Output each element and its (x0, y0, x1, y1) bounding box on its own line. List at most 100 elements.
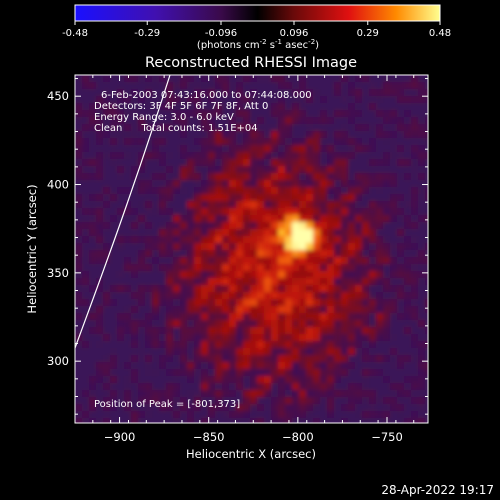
heatmap-cell (299, 369, 307, 377)
heatmap-cell (236, 341, 244, 349)
heatmap-cell (285, 117, 293, 125)
heatmap-cell (236, 124, 244, 132)
heatmap-cell (152, 411, 160, 419)
heatmap-cell (320, 313, 328, 321)
heatmap-cell (236, 257, 244, 265)
heatmap-cell (194, 208, 202, 216)
heatmap-cell (271, 257, 279, 265)
heatmap-cell (285, 145, 293, 153)
heatmap-cell (138, 173, 146, 181)
heatmap-cell (124, 124, 132, 132)
heatmap-cell (89, 138, 97, 146)
heatmap-cell (173, 257, 181, 265)
heatmap-cell (250, 327, 258, 335)
heatmap-cell (418, 320, 426, 328)
heatmap-cell (355, 327, 363, 335)
heatmap-cell (355, 348, 363, 356)
heatmap-cell (103, 376, 111, 384)
heatmap-cell (320, 334, 328, 342)
heatmap-cell (299, 320, 307, 328)
heatmap-cell (306, 334, 314, 342)
heatmap-cell (152, 404, 160, 412)
heatmap-cell (264, 348, 272, 356)
heatmap-cell (376, 348, 384, 356)
heatmap-cell (425, 187, 428, 195)
heatmap-cell (369, 222, 377, 230)
heatmap-cell (124, 334, 132, 342)
heatmap-cell (180, 166, 188, 174)
heatmap-cell (215, 327, 223, 335)
heatmap-cell (292, 215, 300, 223)
heatmap-cell (250, 418, 258, 423)
heatmap-cell (166, 187, 174, 195)
heatmap-cell (404, 145, 412, 153)
heatmap-cell (362, 180, 370, 188)
heatmap-cell (250, 96, 258, 104)
heatmap-cell (229, 348, 237, 356)
heatmap-cell (159, 243, 167, 251)
heatmap-cell (271, 306, 279, 314)
heatmap-cell (397, 180, 405, 188)
heatmap-cell (201, 285, 209, 293)
heatmap-cell (320, 369, 328, 377)
heatmap-cell (397, 75, 405, 83)
heatmap-cell (397, 145, 405, 153)
heatmap-cell (425, 369, 428, 377)
heatmap-cell (194, 89, 202, 97)
heatmap-cell (103, 180, 111, 188)
heatmap-cell (215, 257, 223, 265)
heatmap-cell (173, 341, 181, 349)
heatmap-cell (194, 348, 202, 356)
heatmap-cell (271, 215, 279, 223)
heatmap-cell (222, 89, 230, 97)
heatmap-cell (166, 292, 174, 300)
heatmap-cell (285, 215, 293, 223)
heatmap-cell (306, 229, 314, 237)
heatmap-cell (138, 82, 146, 90)
heatmap-cell (404, 369, 412, 377)
heatmap-cell (229, 229, 237, 237)
heatmap-cell (271, 145, 279, 153)
heatmap-cell (383, 369, 391, 377)
heatmap-cell (320, 355, 328, 363)
heatmap-cell (348, 166, 356, 174)
heatmap-cell (208, 278, 216, 286)
heatmap-cell (152, 138, 160, 146)
heatmap-cell (166, 180, 174, 188)
heatmap-cell (243, 96, 251, 104)
heatmap-cell (145, 306, 153, 314)
heatmap-cell (264, 320, 272, 328)
heatmap-cell (131, 383, 139, 391)
heatmap-cell (82, 327, 90, 335)
heatmap-cell (355, 285, 363, 293)
heatmap-cell (355, 166, 363, 174)
heatmap-cell (89, 215, 97, 223)
heatmap-cell (82, 131, 90, 139)
heatmap-cell (397, 292, 405, 300)
heatmap-cell (187, 376, 195, 384)
heatmap-cell (355, 138, 363, 146)
heatmap-cell (159, 271, 167, 279)
heatmap-cell (117, 327, 125, 335)
heatmap-cell (306, 82, 314, 90)
heatmap-cell (117, 362, 125, 370)
x-tick-label: −900 (104, 430, 136, 444)
heatmap-cell (306, 152, 314, 160)
heatmap-cell (117, 138, 125, 146)
heatmap-cell (166, 208, 174, 216)
heatmap-cell (404, 271, 412, 279)
heatmap-cell (264, 327, 272, 335)
heatmap-cell (376, 418, 384, 423)
heatmap-cell (376, 299, 384, 307)
heatmap-cell (208, 145, 216, 153)
heatmap-cell (348, 390, 356, 398)
heatmap-cell (271, 89, 279, 97)
heatmap-cell (397, 362, 405, 370)
heatmap-cell (145, 152, 153, 160)
heatmap-cell (215, 103, 223, 111)
heatmap-cell (124, 313, 132, 321)
heatmap-cell (173, 320, 181, 328)
heatmap-cell (411, 75, 419, 83)
heatmap-cell (180, 229, 188, 237)
heatmap-cell (194, 257, 202, 265)
